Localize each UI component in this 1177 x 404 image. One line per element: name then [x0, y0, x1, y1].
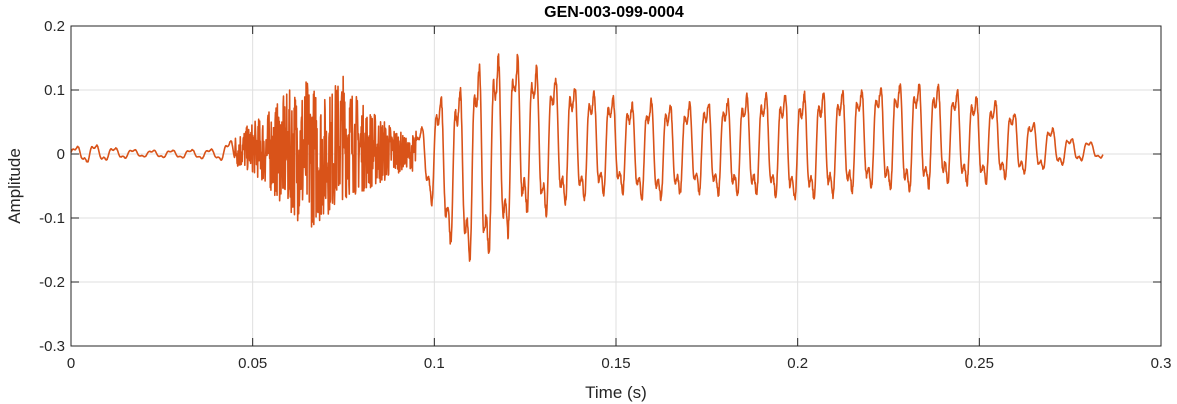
grid-lines	[70, 25, 1162, 347]
x-tick-label: 0.1	[424, 355, 445, 372]
y-tick-labels: -0.3 -0.2 -0.1 0 0.1 0.2	[39, 18, 65, 355]
x-tick-label: 0.25	[965, 355, 994, 372]
chart-title: GEN-003-099-0004	[544, 4, 684, 21]
y-tick-label: -0.2	[39, 274, 65, 291]
waveform-series-line	[70, 53, 1104, 262]
tick-marks	[70, 25, 1162, 347]
x-tick-label: 0.2	[787, 355, 808, 372]
x-tick-label: 0.3	[1151, 355, 1172, 372]
x-axis-title: Time (s)	[585, 383, 647, 402]
x-tick-label: 0	[67, 355, 75, 372]
x-tick-label: 0.15	[601, 355, 630, 372]
y-tick-label: 0.2	[44, 18, 65, 35]
y-axis-title: Amplitude	[5, 148, 24, 224]
x-tick-labels: 0 0.05 0.1 0.15 0.2 0.25 0.3	[67, 355, 1172, 372]
y-tick-label: 0.1	[44, 82, 65, 99]
y-tick-label: -0.1	[39, 210, 65, 227]
y-tick-label: -0.3	[39, 338, 65, 355]
plot-area	[70, 53, 1104, 262]
x-tick-label: 0.05	[238, 355, 267, 372]
y-tick-label: 0	[57, 146, 65, 163]
